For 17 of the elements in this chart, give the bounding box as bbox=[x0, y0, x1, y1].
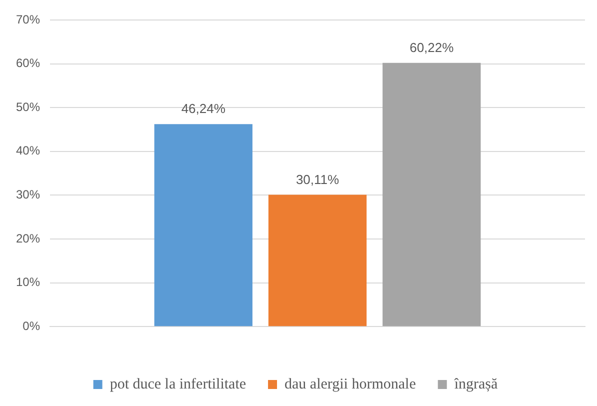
y-tick-label: 20% bbox=[16, 231, 40, 246]
data-label: 46,24% bbox=[181, 101, 226, 116]
legend-label: îngrașă bbox=[453, 376, 498, 392]
data-label: 30,11% bbox=[296, 172, 340, 187]
y-tick-label: 0% bbox=[22, 318, 40, 333]
data-label: 60,22% bbox=[410, 40, 454, 55]
y-tick-label: 30% bbox=[16, 188, 40, 202]
bar bbox=[268, 194, 367, 326]
y-tick-label: 60% bbox=[16, 56, 40, 70]
y-tick-label: 10% bbox=[16, 275, 40, 290]
bar bbox=[154, 124, 252, 326]
bar bbox=[382, 62, 481, 326]
y-tick-label: 50% bbox=[16, 100, 40, 114]
legend-label: dau alergii hormonale bbox=[284, 376, 416, 392]
y-tick-label: 70% bbox=[16, 12, 40, 26]
y-tick-label: 40% bbox=[16, 144, 40, 158]
legend-label: pot duce la infertilitate bbox=[110, 376, 246, 392]
